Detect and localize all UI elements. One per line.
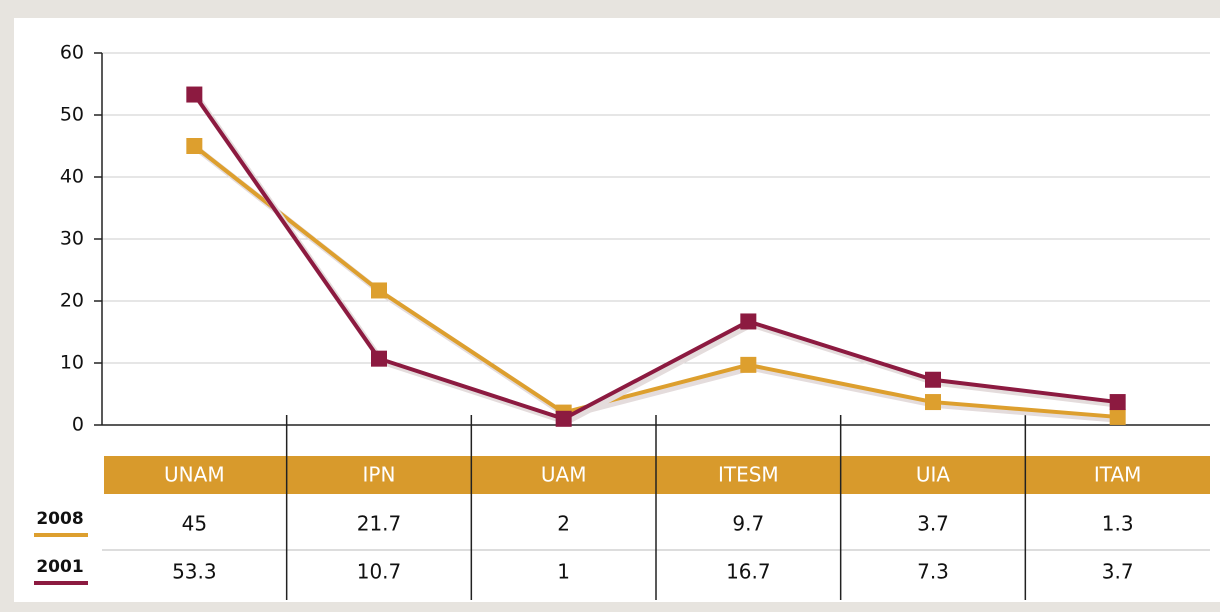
table-cell: 21.7 <box>357 512 402 536</box>
marker <box>740 356 757 373</box>
y-tick-label: 60 <box>60 42 84 64</box>
table-cell: 16.7 <box>726 560 771 584</box>
marker <box>555 410 572 427</box>
marker <box>1109 394 1126 411</box>
x-tick-label: UNAM <box>164 463 225 487</box>
series-line <box>193 144 1118 419</box>
table-cell: 1.3 <box>1102 512 1134 536</box>
table-cell: 45 <box>182 512 207 536</box>
y-tick-label: 20 <box>60 290 84 312</box>
y-tick-label: 10 <box>60 352 84 374</box>
table-cell: 2 <box>557 512 570 536</box>
table-cell: 9.7 <box>732 512 764 536</box>
marker <box>925 394 941 411</box>
x-tick-label: ITAM <box>1094 463 1142 487</box>
y-tick-label: 30 <box>60 228 84 250</box>
table-cell: 7.3 <box>917 560 949 584</box>
marker <box>186 138 203 154</box>
x-tick-label: UAM <box>541 463 587 487</box>
marker <box>740 313 757 330</box>
y-tick-label: 40 <box>60 166 84 188</box>
series-line <box>192 93 1118 421</box>
x-tick-label: IPN <box>363 463 396 487</box>
legend-label: 2001 <box>36 557 83 577</box>
y-tick-label: 50 <box>60 104 84 126</box>
x-tick-label: ITESM <box>718 463 779 487</box>
x-tick-label: UIA <box>916 463 951 487</box>
marker <box>925 371 941 388</box>
y-tick-label: 0 <box>72 414 84 436</box>
table-cell: 3.7 <box>917 512 949 536</box>
marker <box>186 86 203 103</box>
category-band <box>104 456 1210 494</box>
marker <box>1109 408 1126 425</box>
marker <box>371 282 387 299</box>
marker <box>371 350 387 367</box>
table-cell: 3.7 <box>1102 560 1134 584</box>
table-cell: 53.3 <box>172 560 217 584</box>
table-cell: 10.7 <box>357 560 402 584</box>
table-cell: 1 <box>557 560 570 584</box>
legend-label: 2008 <box>36 509 83 529</box>
